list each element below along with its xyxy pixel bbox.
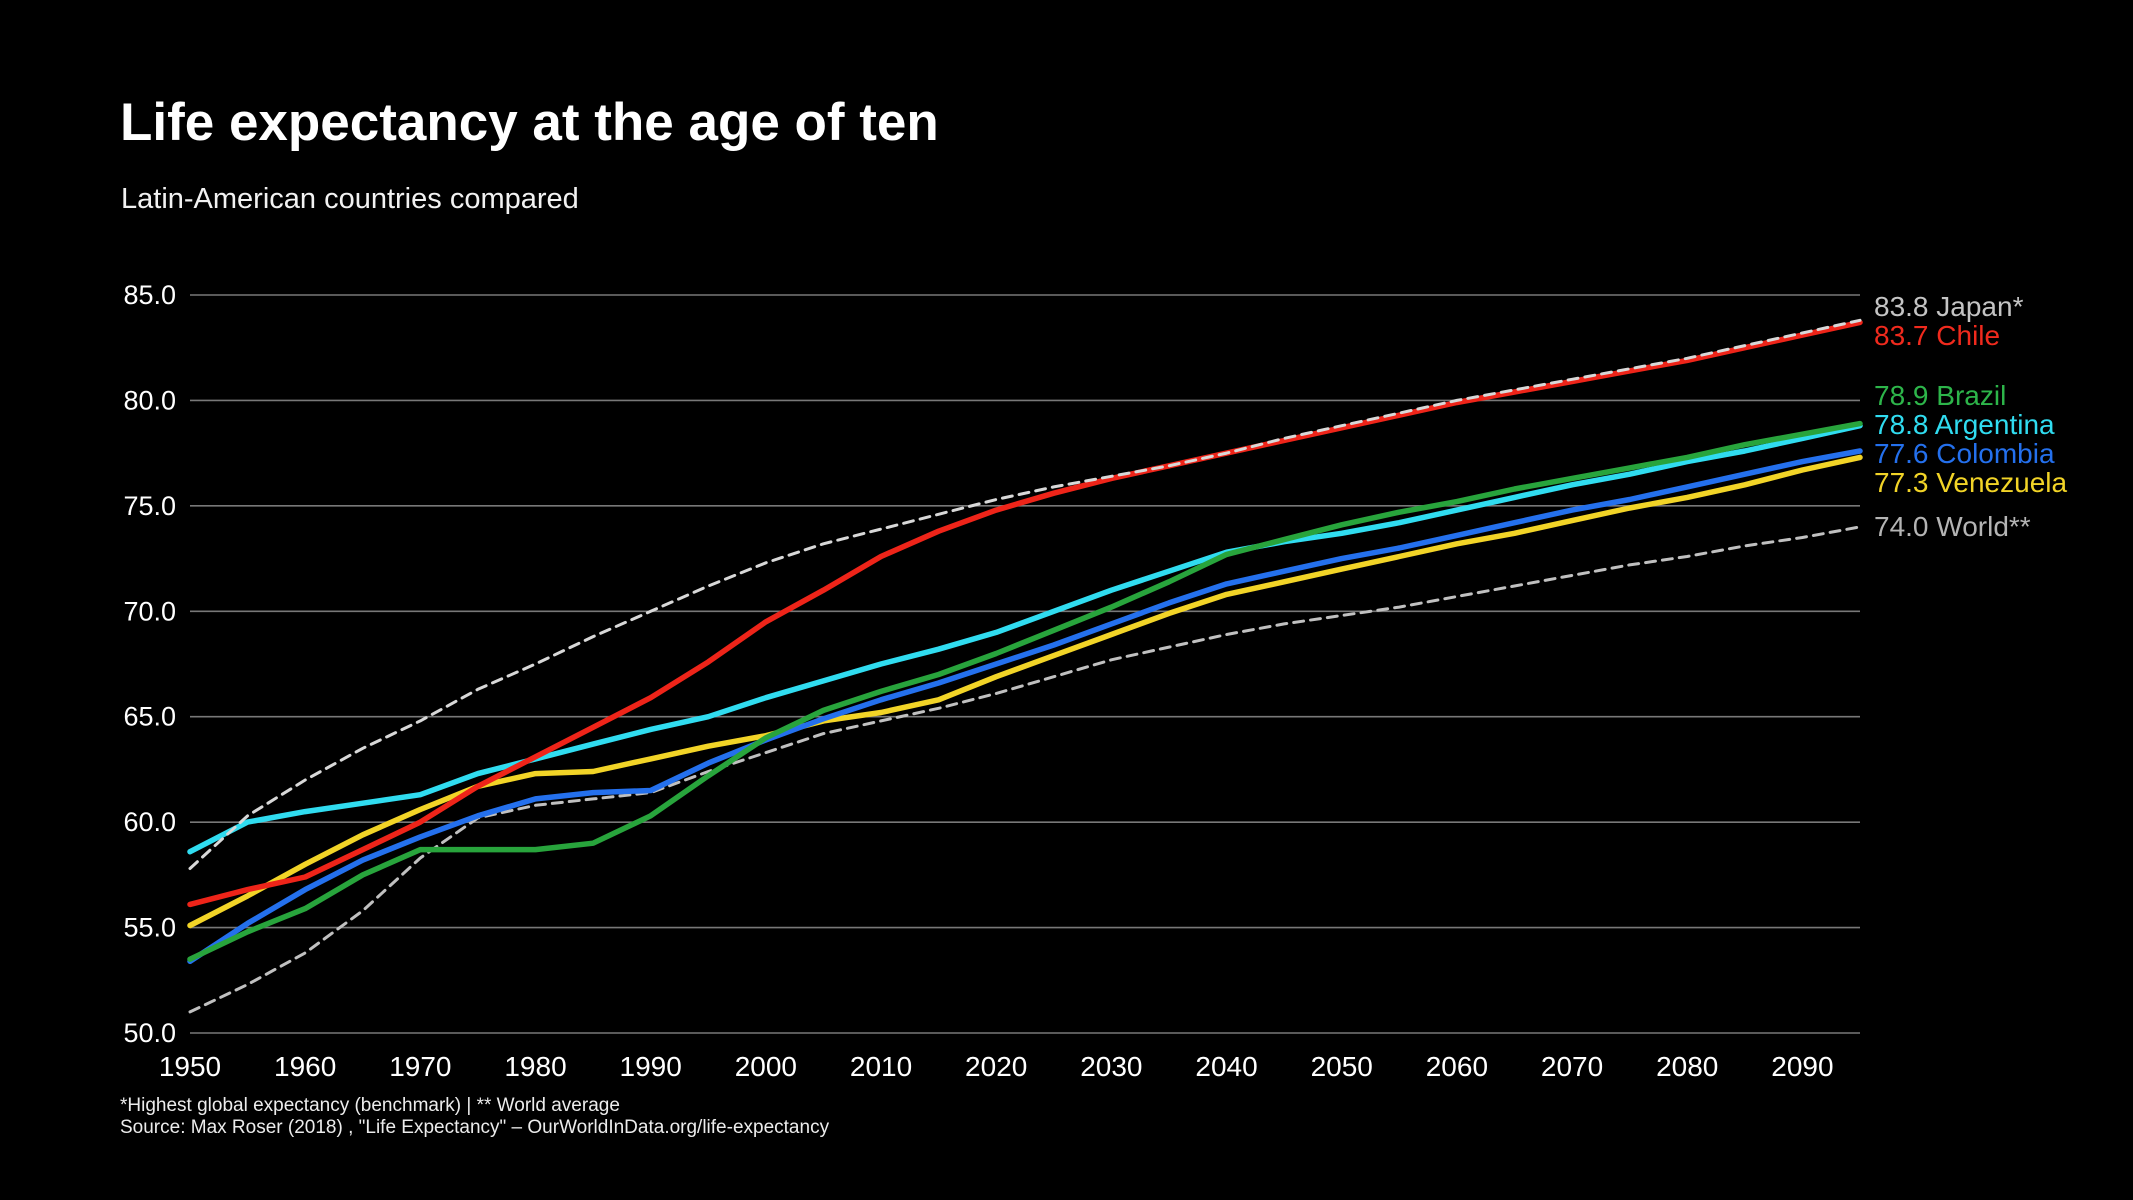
series-end-label-venezuela: 77.3 Venezuela: [1874, 467, 2067, 498]
x-tick-label-2060: 2060: [1426, 1051, 1488, 1082]
x-tick-label-1950: 1950: [159, 1051, 221, 1082]
footnotes: *Highest global expectancy (benchmark) |…: [120, 1095, 829, 1139]
series-line-chile: [187, 319, 1863, 908]
x-tick-label-2080: 2080: [1656, 1051, 1718, 1082]
x-tick-label-2070: 2070: [1541, 1051, 1603, 1082]
x-tick-label-1970: 1970: [389, 1051, 451, 1082]
page-subtitle: Latin-American countries compared: [121, 183, 579, 215]
x-tick-label-1980: 1980: [504, 1051, 566, 1082]
x-tick-label-2020: 2020: [965, 1051, 1027, 1082]
x-tick-label-2040: 2040: [1195, 1051, 1257, 1082]
x-tick-label-2090: 2090: [1771, 1051, 1833, 1082]
footnote-benchmark: *Highest global expectancy (benchmark) |…: [120, 1095, 620, 1116]
series-line-venezuela: [187, 454, 1863, 929]
x-tick-label-2000: 2000: [735, 1051, 797, 1082]
series-line-world: [188, 525, 1862, 1014]
series-end-label-argentina: 78.8 Argentina: [1874, 409, 2055, 440]
y-tick-label-65: 65.0: [123, 702, 176, 732]
series-end-label-world: 74.0 World**: [1874, 511, 2031, 542]
series-line-colombia: [187, 448, 1863, 965]
x-tick-label-1990: 1990: [620, 1051, 682, 1082]
y-tick-label-55: 55.0: [123, 913, 176, 943]
page-title: Life expectancy at the age of ten: [120, 93, 939, 152]
series-end-label-chile: 83.7 Chile: [1874, 320, 2000, 351]
x-tick-label-1960: 1960: [274, 1051, 336, 1082]
series-end-label-brazil: 78.9 Brazil: [1874, 380, 2006, 411]
x-tick-label-2030: 2030: [1080, 1051, 1142, 1082]
series-line-japan: [188, 318, 1862, 870]
y-tick-label-60: 60.0: [123, 807, 176, 837]
y-tick-label-85: 85.0: [123, 280, 176, 310]
series-line-argentina: [187, 422, 1863, 855]
x-tick-label-2010: 2010: [850, 1051, 912, 1082]
y-tick-label-50: 50.0: [123, 1018, 176, 1048]
series-end-label-colombia: 77.6 Colombia: [1874, 438, 2055, 469]
series-line-brazil: [187, 420, 1863, 962]
y-tick-label-75: 75.0: [123, 491, 176, 521]
y-tick-label-80: 80.0: [123, 385, 176, 415]
y-tick-label-70: 70.0: [123, 596, 176, 626]
footnote-source: Source: Max Roser (2018) , "Life Expecta…: [120, 1117, 830, 1138]
series-end-label-japan: 83.8 Japan*: [1874, 291, 2024, 322]
x-tick-label-2050: 2050: [1311, 1051, 1373, 1082]
